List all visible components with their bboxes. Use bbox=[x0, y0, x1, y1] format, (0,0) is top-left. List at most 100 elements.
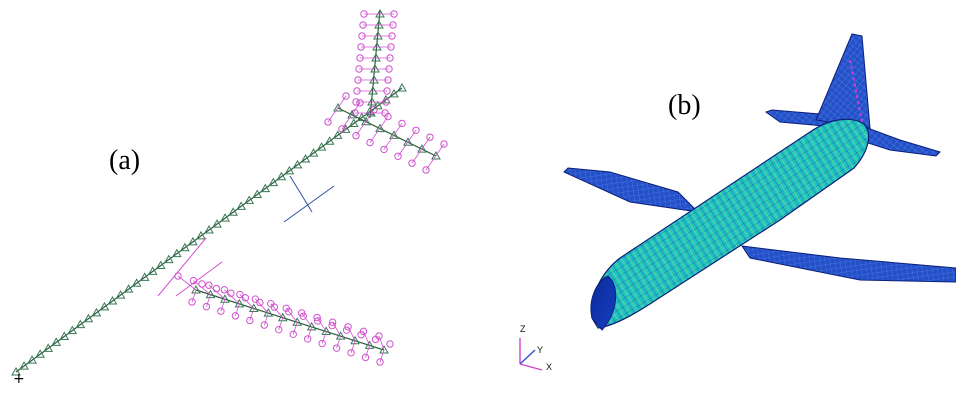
horizontal-tail-node bbox=[375, 123, 385, 133]
fuselage-beam-node bbox=[43, 343, 54, 352]
tail-lumped-mass bbox=[389, 21, 397, 29]
wing-lumped-mass bbox=[297, 309, 306, 317]
sensor-arm bbox=[283, 185, 335, 223]
origin-marker: + bbox=[13, 371, 25, 387]
fuselage-beam-node bbox=[236, 201, 247, 210]
tail-lumped-mass bbox=[359, 21, 367, 29]
tail-lumped-mass bbox=[355, 65, 363, 73]
htail-lumped-mass bbox=[426, 133, 434, 141]
wing-mass-link bbox=[292, 322, 298, 335]
wing-mass-link bbox=[235, 303, 240, 316]
wing-mass-link bbox=[263, 312, 269, 326]
vertical-tail-node bbox=[369, 74, 379, 84]
tail-lumped-mass bbox=[390, 10, 398, 18]
wing-lumped-mass bbox=[231, 312, 240, 320]
wing-mass-link bbox=[249, 308, 255, 321]
wing-mass-link bbox=[336, 336, 341, 349]
left-wing bbox=[563, 167, 700, 213]
htail-lumped-mass bbox=[324, 118, 332, 126]
fuselage-beam-node bbox=[107, 295, 118, 305]
fuselage-beam-node bbox=[115, 290, 126, 299]
fuselage-beam-node bbox=[397, 82, 407, 92]
tail-lumped-mass bbox=[356, 54, 364, 62]
fe-mesh-drawing bbox=[519, 33, 956, 371]
wing-lumped-mass bbox=[376, 358, 384, 366]
wing-lumped-mass bbox=[202, 302, 211, 311]
fuselage-beam-node bbox=[155, 260, 166, 269]
htail-lumped-mass bbox=[408, 159, 416, 167]
fuselage-beam-node bbox=[75, 319, 86, 329]
wing-root-link bbox=[157, 237, 207, 297]
panel-a-label: (a) bbox=[109, 145, 141, 176]
fuselage-beam-node bbox=[324, 136, 335, 145]
wing-lumped-mass bbox=[267, 299, 275, 308]
htail-lumped-mass bbox=[338, 125, 346, 133]
vertical-stabilizer bbox=[815, 33, 871, 129]
axis-z-label: Z bbox=[520, 324, 526, 334]
htail-lumped-mass bbox=[352, 132, 360, 140]
sensor-arm bbox=[289, 175, 313, 213]
fuselage-beam-node bbox=[11, 366, 21, 376]
tail-lumped-mass bbox=[384, 76, 392, 84]
wing-mass-link bbox=[350, 340, 356, 353]
wing-lumped-mass bbox=[205, 281, 213, 289]
htail-lumped-mass bbox=[366, 138, 374, 147]
fuselage-beam-node bbox=[91, 307, 102, 317]
tail-lumped-mass bbox=[387, 43, 395, 51]
fuselage-beam-node bbox=[171, 248, 182, 258]
fuselage-beam-node bbox=[228, 207, 238, 216]
fuselage-beam-node bbox=[27, 355, 37, 364]
wing-lumped-mass bbox=[332, 344, 341, 352]
wing-lumped-mass bbox=[212, 284, 221, 293]
wing-lumped-mass bbox=[256, 298, 264, 307]
fuselage-beam-node bbox=[139, 272, 150, 281]
wing-mass-link bbox=[278, 317, 284, 330]
fuselage-beam-node bbox=[276, 171, 287, 181]
wing-mass-link bbox=[177, 275, 197, 291]
fuselage-beam-node bbox=[83, 313, 94, 323]
htail-mass-link bbox=[369, 116, 389, 143]
fuselage-beam-node bbox=[252, 189, 263, 198]
wing-lumped-mass bbox=[289, 330, 297, 339]
htail-lumped-mass bbox=[356, 99, 364, 107]
wing-lumped-mass bbox=[251, 295, 260, 303]
wing-beam-node bbox=[306, 321, 317, 331]
vertical-tail-node bbox=[374, 19, 384, 29]
horizontal-tail-node bbox=[333, 102, 343, 112]
wing-mass-link bbox=[220, 299, 226, 312]
wing-lumped-mass bbox=[303, 335, 312, 343]
wing-lumped-mass bbox=[220, 286, 229, 294]
tail-lumped-mass bbox=[353, 87, 361, 95]
htail-lumped-mass bbox=[384, 112, 392, 121]
fuselage-beam-node bbox=[389, 88, 399, 98]
fuselage-beam-node bbox=[268, 177, 279, 187]
fuselage-beam-node bbox=[123, 284, 134, 293]
wing-lumped-mass bbox=[188, 298, 196, 306]
fuselage-beam-node bbox=[212, 219, 222, 228]
wing-mass-link bbox=[378, 335, 385, 351]
htail-lumped-mass bbox=[370, 106, 378, 114]
fuselage-beam-node bbox=[51, 337, 62, 346]
wing-beam-node bbox=[205, 289, 216, 299]
vertical-tail-node bbox=[375, 8, 385, 18]
fuselage-beam-node bbox=[188, 236, 198, 246]
wing-lumped-mass bbox=[361, 353, 370, 362]
wing-beam-node bbox=[248, 303, 259, 312]
wing-beam-node bbox=[379, 344, 389, 354]
htail-mass-link bbox=[327, 95, 347, 123]
fuselage-beam-node bbox=[59, 331, 70, 340]
tail-lumped-mass bbox=[360, 10, 368, 18]
horizontal-tail-node bbox=[389, 130, 399, 139]
wing-mass-link bbox=[321, 331, 327, 344]
wing-lumped-mass bbox=[359, 327, 368, 336]
right-wing bbox=[740, 245, 956, 283]
fuselage-beam-line bbox=[15, 87, 403, 373]
htail-lumped-mass bbox=[440, 140, 448, 148]
fuselage-beam-node bbox=[220, 213, 230, 222]
tail-mass-markers bbox=[849, 59, 865, 133]
fuselage-beam-node bbox=[244, 195, 255, 204]
fuselage-beam-node bbox=[308, 148, 319, 157]
wing-lumped-mass bbox=[313, 313, 321, 322]
wing-mass-link bbox=[191, 289, 197, 303]
